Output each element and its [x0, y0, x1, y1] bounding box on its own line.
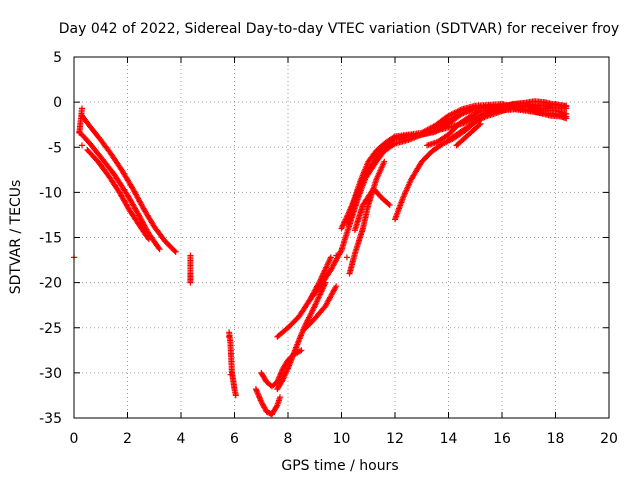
y-tick-label: 0 [53, 95, 62, 111]
x-tick-label: 12 [386, 431, 404, 447]
x-tick-label: 14 [440, 431, 458, 447]
series-track-12 [346, 158, 388, 277]
data-points [71, 98, 570, 418]
x-tick-label: 16 [493, 431, 511, 447]
series-track-4 [71, 105, 194, 286]
x-tick-label: 6 [230, 431, 239, 447]
marker-trail [346, 158, 388, 277]
x-tick-label: 20 [600, 431, 618, 447]
y-tick-label: -20 [39, 276, 62, 292]
y-tick-label: 5 [53, 50, 62, 66]
x-tick-label: 4 [177, 431, 186, 447]
x-tick-label: 2 [123, 431, 132, 447]
marker-trail [84, 147, 152, 243]
y-tick-label: -10 [39, 185, 62, 201]
chart-title: Day 042 of 2022, Sidereal Day-to-day VTE… [59, 21, 619, 37]
y-tick-label: -5 [48, 140, 62, 156]
x-tick-label: 10 [333, 431, 351, 447]
marker-trail [252, 386, 283, 418]
marker-trail [71, 105, 194, 286]
y-tick-label: -25 [39, 321, 62, 337]
marker-trail [79, 112, 179, 255]
marker-trail [226, 329, 239, 399]
y-tick-label: -30 [39, 366, 62, 382]
series-track-3 [84, 147, 152, 243]
series-track-16 [445, 98, 570, 143]
series-track-5 [226, 329, 239, 399]
y-axis-ticks: 5 0 -5 -10 -15 -20 -25 -30 -35 [39, 50, 609, 427]
series-track-1 [79, 112, 179, 255]
x-tick-label: 8 [284, 431, 293, 447]
y-axis-label: SDTVAR / TECUs [8, 180, 24, 295]
series-track-10 [306, 106, 570, 304]
marker-trail [306, 106, 570, 304]
plot-frame [73, 56, 610, 419]
marker-trail [445, 98, 570, 143]
y-tick-label: -35 [39, 411, 62, 427]
series-track-17 [453, 120, 484, 149]
marker-trail [453, 120, 484, 149]
x-axis-ticks: 0 2 4 6 8 10 12 14 16 18 20 [70, 57, 618, 447]
series-track-6 [252, 386, 283, 418]
y-tick-label: -15 [39, 231, 62, 247]
x-axis-label: GPS time / hours [281, 458, 398, 474]
x-tick-label: 18 [547, 431, 565, 447]
x-tick-label: 0 [70, 431, 79, 447]
